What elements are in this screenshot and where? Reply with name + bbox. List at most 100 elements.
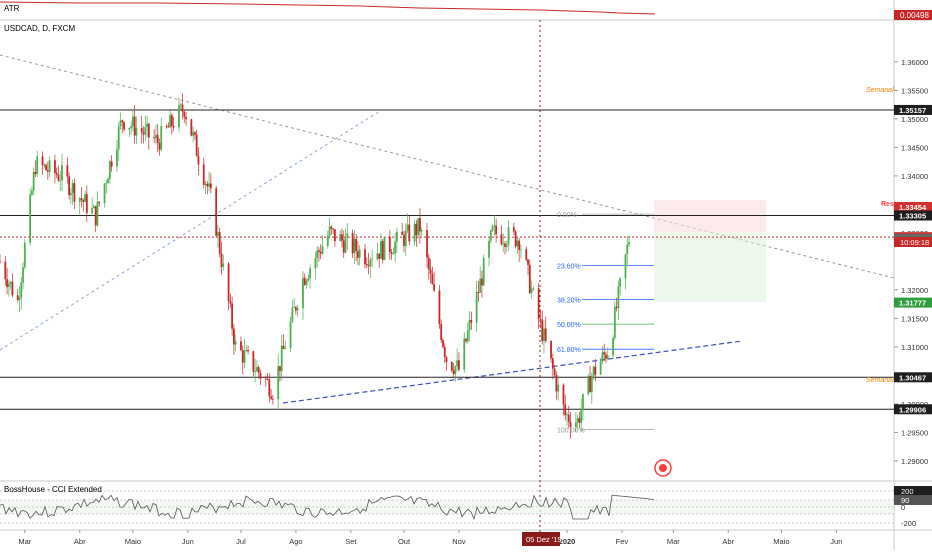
candle (541, 310, 544, 345)
candle (202, 157, 205, 189)
candle (394, 232, 397, 263)
candle (321, 235, 324, 256)
candle (54, 154, 56, 184)
candle (172, 116, 175, 132)
candle (507, 220, 510, 252)
candle (241, 345, 244, 375)
candle (209, 173, 212, 194)
candle (413, 219, 416, 247)
candle (227, 261, 230, 310)
candle (194, 130, 196, 140)
candle (268, 373, 271, 403)
candle (567, 405, 570, 429)
candle (606, 347, 609, 361)
time-tick-11: Mar (667, 537, 680, 546)
candle (280, 335, 283, 381)
candle (589, 366, 591, 393)
price-tick-0: 1.36000 (901, 58, 928, 67)
semanal-top-annotation: Semanal (866, 87, 894, 94)
candle (165, 123, 168, 129)
candle (528, 259, 531, 295)
candle (512, 222, 515, 236)
candle (144, 115, 147, 142)
candle (419, 207, 421, 244)
candle (309, 264, 311, 289)
candle (181, 93, 184, 119)
candle (624, 253, 627, 290)
candle (328, 217, 331, 239)
crosshair-date-badge (522, 532, 560, 546)
cci-tick-2: 0 (901, 503, 905, 512)
time-tick-3: Jun (182, 537, 194, 546)
candle (429, 259, 432, 284)
candle (530, 280, 533, 299)
candle (91, 197, 94, 217)
price-panel: USDCAD, D, FXCM 0.00% 23.60% 38.20% 50.00% 6… (0, 20, 932, 538)
cci-tick-3: -200 (901, 519, 916, 528)
candle (479, 266, 482, 293)
candle (431, 266, 434, 285)
candle (190, 118, 193, 137)
candle (475, 280, 478, 332)
candle (229, 293, 232, 308)
candle (390, 248, 393, 260)
time-tick-6: Set (345, 537, 357, 546)
price-tick-9: 1.31000 (901, 343, 928, 352)
candle (504, 240, 506, 255)
candle (477, 280, 480, 302)
candle (192, 126, 195, 143)
candle (110, 155, 113, 172)
ascending-dashed-line (0, 110, 381, 351)
candle (514, 229, 517, 249)
candle (628, 235, 630, 248)
candle (289, 316, 292, 352)
candle (615, 297, 618, 312)
candle (93, 204, 95, 209)
candle (291, 300, 294, 324)
candle (442, 338, 444, 349)
candle (71, 179, 74, 205)
candle (555, 371, 558, 400)
candle (179, 102, 182, 110)
candle (500, 225, 503, 247)
candle (55, 167, 58, 179)
candle (277, 354, 280, 411)
candle (383, 236, 386, 261)
candle (266, 373, 269, 381)
candle (282, 334, 285, 350)
candle (128, 127, 131, 138)
candle (365, 257, 368, 269)
candle (22, 262, 24, 290)
price-badge-0 (894, 104, 932, 115)
candle (140, 115, 143, 144)
candle (371, 250, 373, 268)
fib-label-4: 61.80% (557, 347, 581, 354)
candle (569, 411, 572, 439)
candle (404, 223, 407, 256)
candle (142, 126, 145, 144)
candle (578, 412, 581, 428)
candle (527, 258, 529, 276)
candle (234, 334, 237, 352)
price-badge-5 (894, 297, 932, 308)
cci-tick-1: 90 (901, 496, 909, 505)
position-reward-zone (654, 232, 766, 302)
candle (502, 233, 505, 253)
candle (357, 241, 359, 265)
candle (215, 185, 218, 238)
candle (296, 305, 299, 317)
candle (117, 122, 120, 162)
price-badge-label-7: 1.29906 (899, 405, 926, 414)
candle (339, 230, 342, 242)
candle (619, 276, 622, 296)
fib-label-3: 50.00% (557, 322, 581, 329)
time-tick-14: Jun (830, 537, 842, 546)
candle (367, 252, 370, 275)
candle (302, 271, 304, 321)
price-badge-label-2: 1.33305 (899, 212, 926, 221)
candle (107, 176, 109, 184)
candle (376, 242, 379, 261)
price-tick-1: 1.35500 (901, 86, 928, 95)
